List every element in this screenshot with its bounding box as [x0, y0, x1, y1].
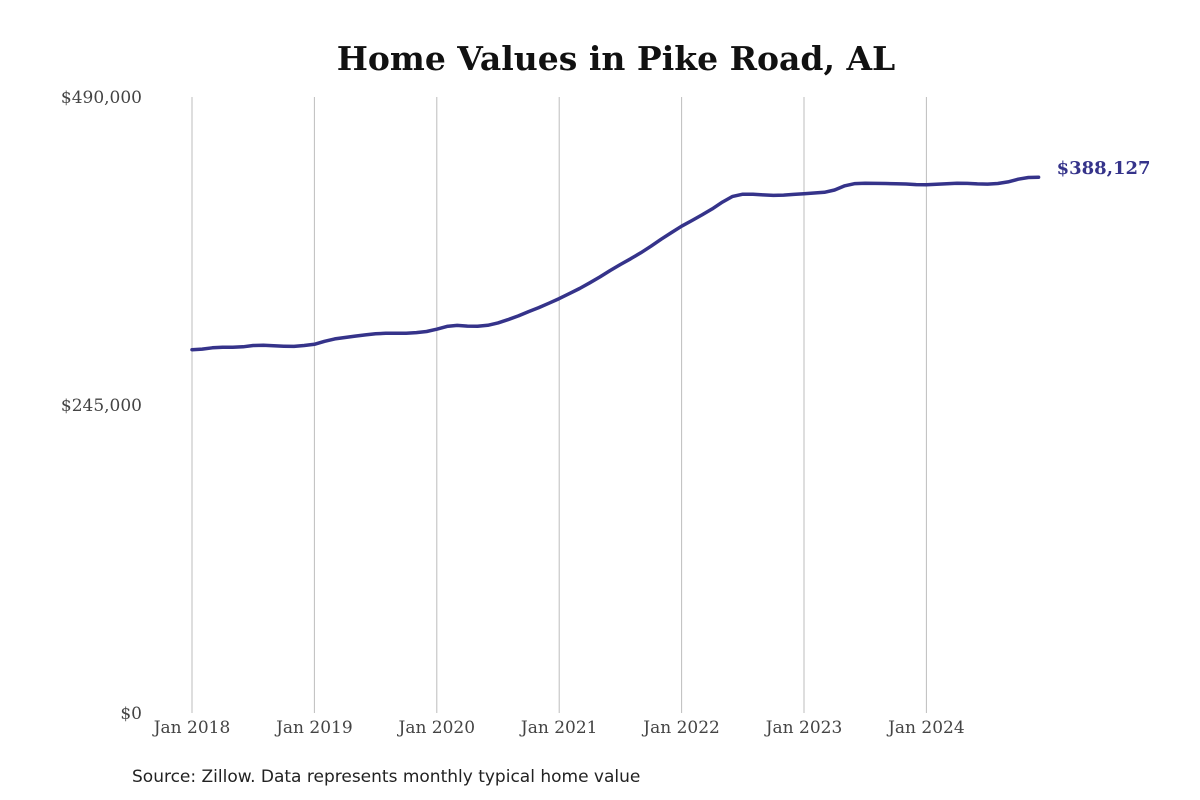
- y-tick-label: $490,000: [61, 88, 142, 108]
- x-tick-label: Jan 2021: [519, 718, 598, 738]
- chart-title: Home Values in Pike Road, AL: [337, 39, 896, 78]
- x-tick-label: Jan 2023: [764, 718, 843, 738]
- y-axis-tick-labels: $0 $245,000 $490,000: [61, 88, 142, 724]
- x-axis-tick-labels: Jan 2018 Jan 2019 Jan 2020 Jan 2021 Jan 2022…: [152, 718, 965, 738]
- x-tick-label: Jan 2018: [152, 718, 231, 738]
- source-note: Source: Zillow. Data represents monthly …: [132, 767, 640, 787]
- y-tick-label: $0: [120, 704, 142, 724]
- x-tick-label: Jan 2024: [886, 718, 965, 738]
- end-value-label: $388,127: [1057, 158, 1151, 179]
- x-tick-label: Jan 2019: [274, 718, 353, 738]
- x-tick-label: Jan 2022: [641, 718, 720, 738]
- vertical-gridlines: [191, 97, 927, 713]
- y-tick-label: $245,000: [61, 396, 142, 416]
- series-line-home-value: [190, 175, 1041, 352]
- x-tick-label: Jan 2020: [397, 718, 476, 738]
